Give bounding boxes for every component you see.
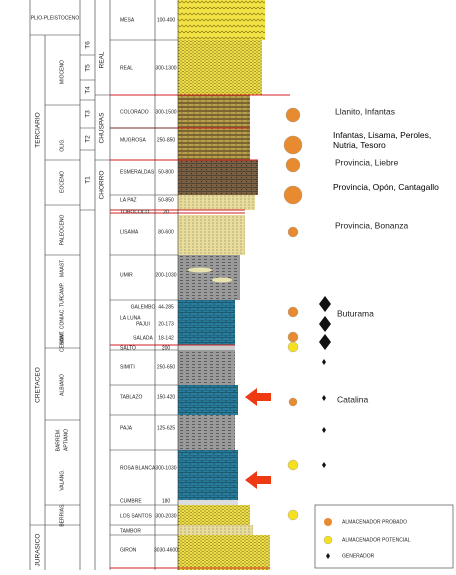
- formation-name: TABLAZO: [120, 394, 143, 400]
- formation-name: SALADA: [133, 335, 153, 341]
- thickness: 200: [162, 345, 171, 351]
- symbols: [245, 107, 331, 521]
- eras: PLIO-PLEISTOCENO TERCIARIO CRETACEO JURA…: [31, 15, 80, 566]
- sequence: T5: [85, 64, 92, 72]
- formation-name: PAJA: [120, 425, 133, 431]
- formation-name: MESA: [120, 17, 135, 23]
- epoch: CENOM.: [59, 332, 65, 352]
- formation-name: ROSA BLANCA: [120, 465, 156, 471]
- formation-name: LA PAZ: [120, 197, 137, 203]
- formation-name: COLORADO: [120, 109, 149, 115]
- epoch: EOCENO: [59, 171, 65, 193]
- epoch: MAAST.: [59, 259, 65, 277]
- thickness: 20-173: [158, 321, 174, 327]
- epoch: SANT. CONIAC. TUR.: [59, 295, 65, 344]
- epoch: MIOCENO: [59, 60, 65, 84]
- formation-name: LA LUNA: [120, 315, 141, 321]
- field-label: Buturama: [337, 308, 374, 318]
- formation-name: REAL: [120, 65, 133, 71]
- field-wrap: Infantas, Lisama, Peroles, Nutria, Tesor…: [333, 130, 432, 150]
- formation-name: TOROCOCO: [120, 209, 149, 215]
- formation-name: ESMERALDAS: [120, 169, 155, 175]
- thickness: 200-1030: [155, 272, 176, 278]
- thickness: 250-650: [157, 364, 176, 370]
- epochs: MIOCENO OLIG. EOCENO PALEOCENO MAAST. CA…: [55, 60, 69, 527]
- sequences: T6 T5 T4 T3 T2 T1 REAL CHUSPAS CHORRO: [85, 41, 106, 200]
- thickness: 300-1500: [155, 109, 176, 115]
- sequence: T3: [85, 110, 92, 118]
- formation-name: MUGROSA: [120, 137, 147, 143]
- sequence: T1: [85, 176, 92, 184]
- formation-name: GIRON: [120, 547, 137, 553]
- thickness: 300-1030: [155, 465, 176, 471]
- legend-label: ALMACENADOR POTENCIAL: [342, 537, 411, 543]
- legend: ALMACENADOR PROBADO ALMACENADOR POTENCIA…: [314, 504, 454, 569]
- epoch: PALEOCENO: [59, 215, 65, 246]
- lithology: [110, 0, 290, 570]
- epoch: BERRIAS.: [59, 503, 65, 526]
- epoch: VALANG.: [59, 469, 65, 490]
- field-labels: Llanito, Infantas Infantas, Lisama, Pero…: [333, 106, 439, 404]
- thickness: 300-1300: [155, 65, 176, 71]
- era: JURASICO: [35, 534, 42, 567]
- thickness: 80-600: [158, 229, 174, 235]
- group: CHUSPAS: [99, 112, 106, 144]
- thickness: 300-2030: [155, 513, 176, 519]
- formation-name: TAMBOR: [120, 528, 141, 534]
- field-label: Provincia, Opón, Cantagallo: [333, 182, 439, 192]
- formation-name: PAJUI: [136, 321, 150, 327]
- thickness: 18-142: [158, 335, 174, 341]
- epoch: APTIANO: [63, 429, 69, 451]
- legend-label: GENERADOR: [342, 553, 375, 559]
- field-label: Provincia, Liebre: [335, 157, 399, 167]
- group: REAL: [99, 51, 106, 68]
- epoch: OLIG.: [59, 138, 65, 151]
- epoch: BARREM.: [55, 429, 61, 452]
- sequence: T2: [85, 135, 92, 143]
- field-label: Provincia, Bonanza: [335, 220, 409, 230]
- thickness: 100-400: [157, 17, 176, 23]
- field-label: Llanito, Infantas: [335, 106, 395, 116]
- field-label: Infantas, Lisama, Peroles, Nutria, Tesor…: [333, 130, 432, 150]
- epoch: ALBIANO: [59, 374, 65, 396]
- formation-name: SIMITI: [120, 364, 135, 370]
- thickness: 50-800: [158, 169, 174, 175]
- grid: [29, 0, 179, 570]
- group: CHORRO: [99, 171, 106, 200]
- sequence: T4: [85, 86, 92, 94]
- formations: MESA 100-400 REAL 300-1300 COLORADO 300-1500 M…: [120, 17, 178, 553]
- thickness: 150-420: [157, 394, 176, 400]
- thickness: 50-850: [158, 197, 174, 203]
- field-label: Catalina: [337, 394, 368, 404]
- epoch: CAMP.: [59, 282, 65, 297]
- formation-name: LISAMA: [120, 229, 139, 235]
- thickness: 250-850: [157, 137, 176, 143]
- sequence: T6: [85, 41, 92, 49]
- thickness: 44-285: [158, 304, 174, 310]
- formation-name: CUMBRE: [120, 498, 142, 504]
- thickness: 20: [163, 209, 169, 215]
- thickness: 125-625: [157, 425, 176, 431]
- formation-name: GALEMBO: [131, 304, 156, 310]
- legend-label: ALMACENADOR PROBADO: [342, 519, 407, 525]
- formation-name: LOS SANTOS: [120, 513, 153, 519]
- era: CRETACEO: [35, 367, 42, 403]
- era: TERCIARIO: [35, 112, 42, 147]
- formation-name: UMIR: [120, 272, 133, 278]
- field-wrap: Provincia, Opón, Cantagallo: [333, 182, 439, 192]
- era: PLIO-PLEISTOCENO: [31, 15, 80, 21]
- thickness: 180: [162, 498, 171, 504]
- thickness: 3030-4600: [154, 547, 178, 553]
- formation-name: SALTO: [120, 345, 136, 351]
